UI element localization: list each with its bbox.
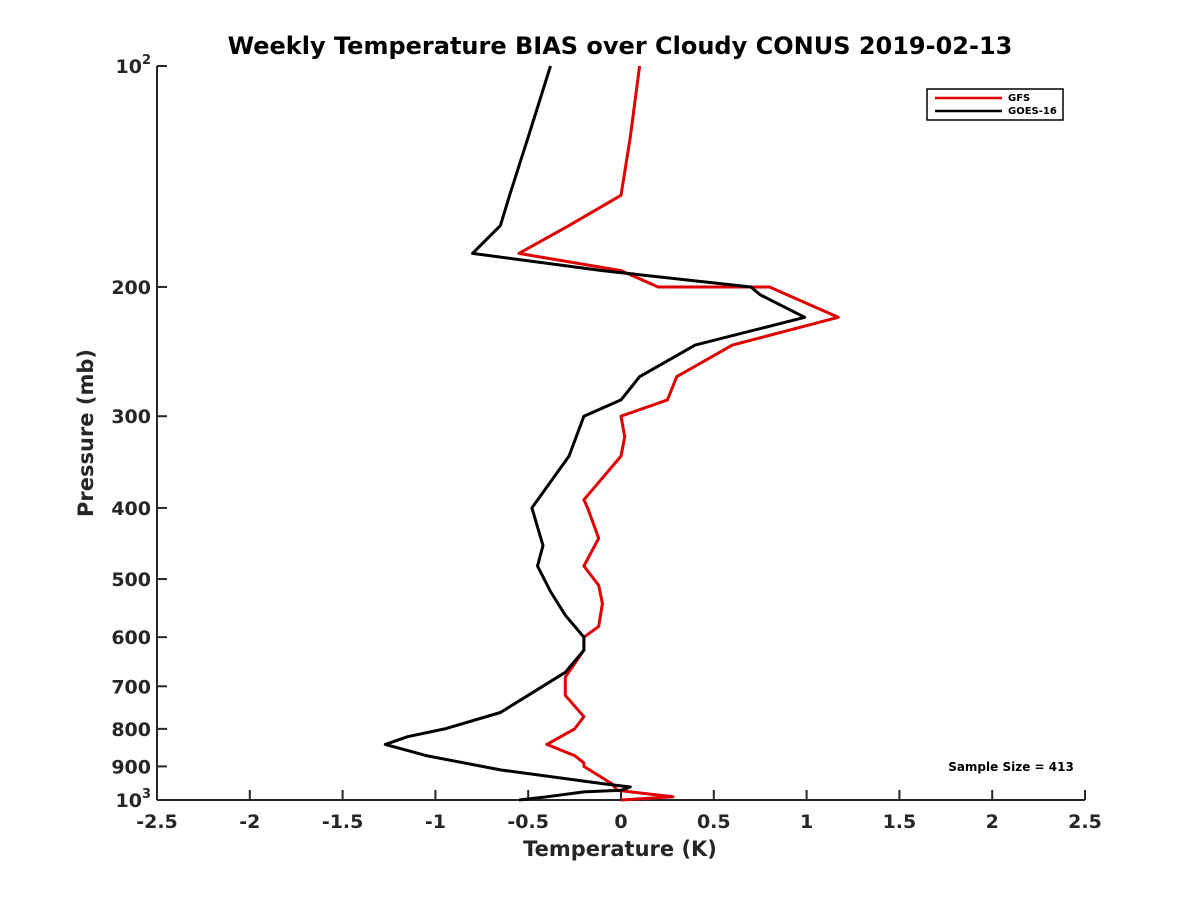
y-tick-label: 800 [111, 719, 151, 741]
y-tick-label: 102 [116, 53, 152, 78]
y-tick-label: 400 [111, 498, 151, 520]
series-line-gfs [517, 65, 840, 802]
x-tick-label: 0.5 [697, 811, 731, 833]
y-tick-base: 10 [116, 56, 142, 78]
x-tick-label: -2 [239, 811, 260, 833]
legend-label-goes-16: GOES-16 [1008, 106, 1057, 117]
x-tick-label: 2.5 [1068, 811, 1102, 833]
x-axis-label: Temperature (K) [523, 837, 717, 861]
chart-title: Weekly Temperature BIAS over Cloudy CONU… [228, 32, 1013, 60]
legend-box [926, 88, 1064, 121]
y-axis-label: Pressure (mb) [74, 349, 98, 517]
x-tick-label: -0.5 [507, 811, 549, 833]
x-tick-label: 1 [800, 811, 813, 833]
x-tick-label: 0 [614, 811, 627, 833]
y-tick-exponent: 2 [142, 53, 151, 68]
x-tick-label: -1 [425, 811, 446, 833]
series-line-goes-16 [383, 65, 807, 802]
y-tick-base: 10 [116, 790, 142, 812]
y-tick-label: 600 [111, 627, 151, 649]
x-tick-label: -1.5 [322, 811, 364, 833]
series-lines [383, 65, 840, 802]
y-tick-exponent: 3 [142, 787, 151, 802]
y-tick-label: 103 [116, 787, 152, 812]
y-tick-label: 500 [111, 569, 151, 591]
x-tick-label: 1.5 [883, 811, 917, 833]
sample-size-annotation: Sample Size = 413 [948, 760, 1074, 774]
y-tick-label: 700 [111, 676, 151, 698]
y-tick-label: 200 [111, 277, 151, 299]
x-tick-label: 2 [986, 811, 999, 833]
legend-label-gfs: GFS [1008, 93, 1030, 104]
x-ticks: -2.5 -2 -1.5 -1 -0.5 0 0.5 1 1.5 2 2.5 [136, 790, 1102, 833]
legend: GFS GOES-16 [926, 88, 1064, 121]
y-tick-label: 300 [111, 406, 151, 428]
x-tick-label: -2.5 [136, 811, 178, 833]
axes [156, 66, 1085, 801]
y-tick-label: 900 [111, 756, 151, 778]
